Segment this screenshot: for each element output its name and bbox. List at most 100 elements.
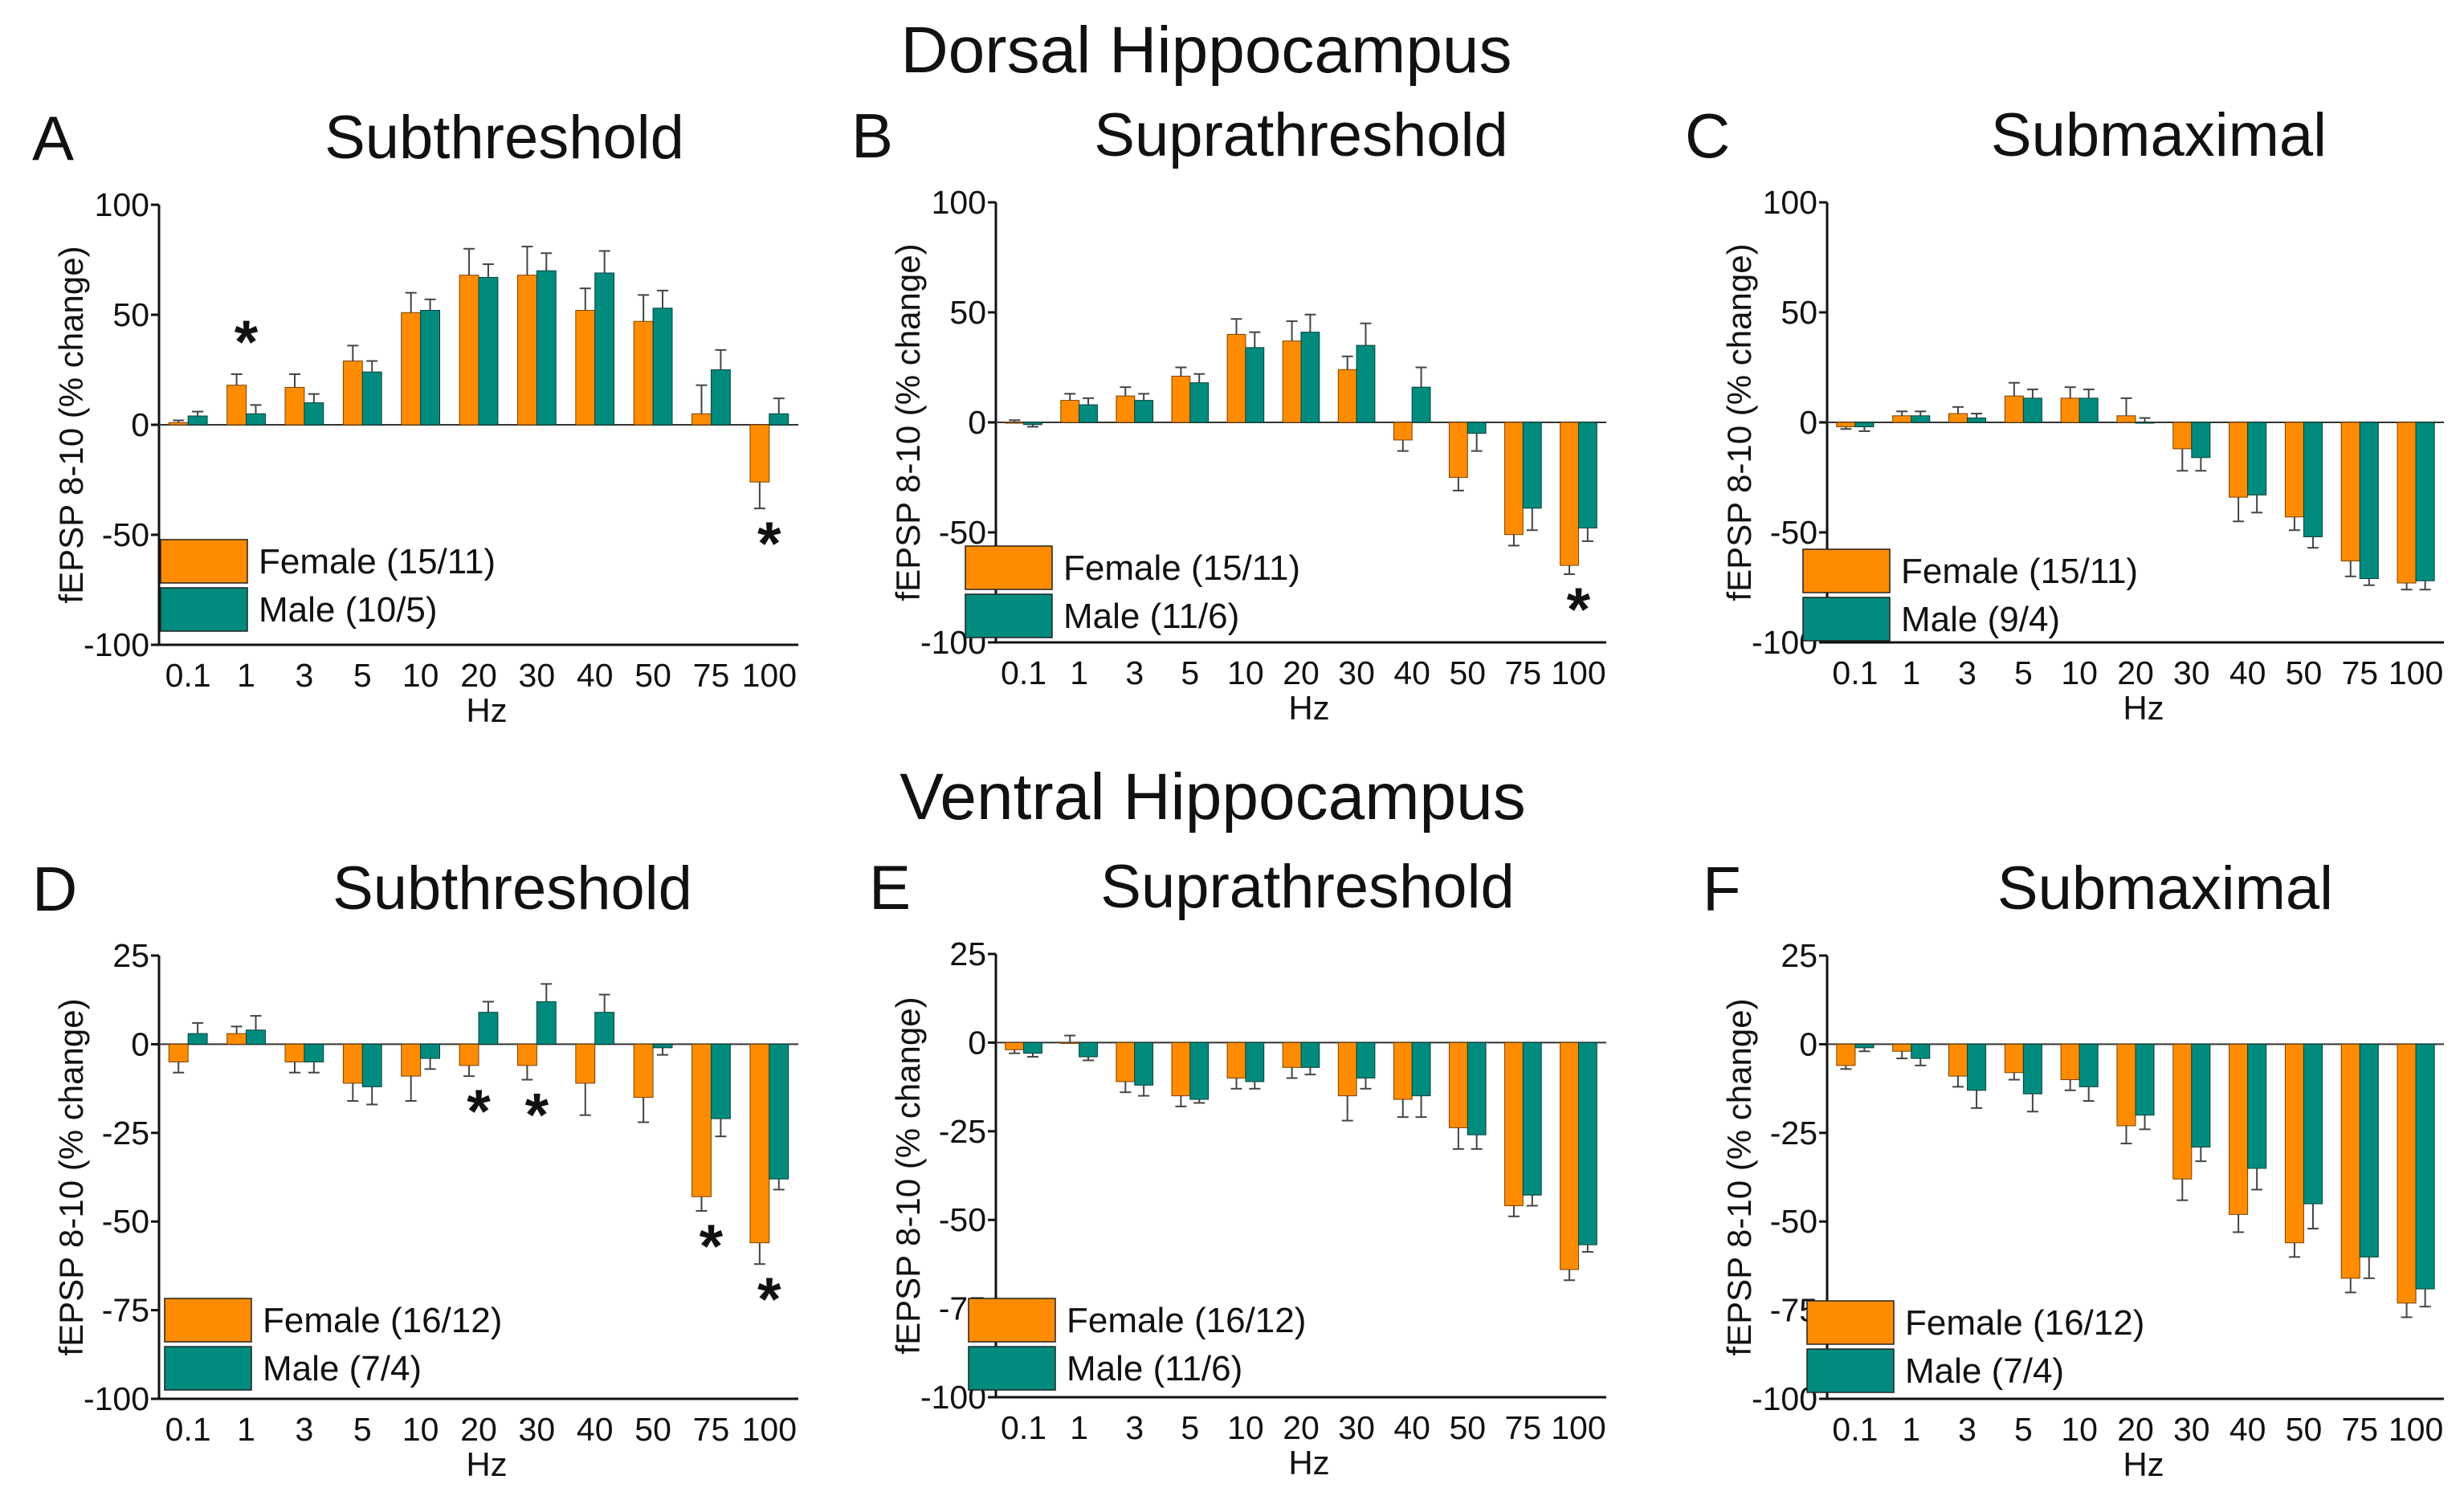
y-tick-label: -50 [1770, 514, 1817, 551]
legend-swatch-male [160, 587, 248, 632]
x-tick-label: 50 [1449, 1409, 1486, 1446]
y-axis-label: fEPSP 8-10 (% change) [889, 997, 927, 1354]
y-tick-label: 0 [131, 406, 149, 443]
x-tick-label: 5 [2014, 1411, 2033, 1448]
x-tick-label: 40 [2229, 1411, 2266, 1448]
bar-female [1282, 340, 1302, 423]
bar-male [2078, 1043, 2099, 1087]
bar-female [1337, 369, 1357, 423]
bar-male [1245, 347, 1265, 423]
legend-swatch-female [164, 1298, 252, 1343]
bar-male [594, 1012, 615, 1045]
bar-female [1393, 422, 1413, 441]
bar-female [2004, 1043, 2024, 1074]
x-tick-label: 0.1 [165, 1411, 211, 1448]
bar-female [1448, 422, 1468, 478]
bar-female [1116, 1041, 1136, 1082]
bar-male [304, 402, 324, 426]
x-tick-label: 10 [2061, 654, 2098, 691]
x-tick-label: 3 [1958, 1411, 1977, 1448]
x-tick-label: 40 [2229, 654, 2266, 691]
legend-label-female: Female (15/11) [1901, 552, 2138, 591]
bar-female [749, 424, 770, 483]
x-tick-label: 75 [2341, 654, 2378, 691]
bar-male [1467, 1041, 1487, 1135]
y-tick-label: 25 [112, 937, 149, 974]
bar-female [2116, 1043, 2136, 1127]
bar-male [1356, 344, 1376, 423]
y-tick-label: 50 [949, 294, 986, 331]
bar-female [2116, 415, 2136, 423]
bar-male [1911, 415, 1931, 423]
x-tick-label: 100 [742, 1411, 797, 1448]
bar-female [1892, 1043, 1912, 1052]
x-tick-label: 3 [1125, 654, 1144, 691]
bar-female [1171, 375, 1191, 423]
x-axis-label: Hz [466, 1445, 507, 1483]
x-tick-label: 1 [1070, 1409, 1088, 1446]
bar-female [2284, 422, 2304, 518]
bar-female [633, 1043, 654, 1099]
significance-star: * [757, 1266, 781, 1334]
bar-male [1411, 386, 1431, 423]
x-tick-label: 3 [1125, 1409, 1144, 1446]
bar-male [2078, 397, 2099, 423]
bar-male [1411, 1041, 1431, 1097]
x-tick-label: 100 [742, 657, 797, 694]
panel-title: Subthreshold [324, 104, 684, 172]
bar-male [1023, 422, 1042, 426]
bar-male [2359, 1043, 2379, 1257]
bar-male [1522, 422, 1542, 509]
bar-female [459, 1043, 479, 1066]
bar-male [361, 1043, 382, 1087]
bar-male [304, 1043, 324, 1062]
bar-male [652, 1043, 673, 1049]
bar-female [342, 361, 363, 426]
legend-swatch-female [1802, 548, 1891, 593]
bar-female [1560, 422, 1579, 566]
y-tick-label: -50 [102, 516, 149, 553]
bar-female [226, 1033, 247, 1045]
panel-letter: F [1703, 854, 1741, 924]
bar-female [691, 413, 712, 426]
bar-female [1504, 1041, 1524, 1207]
x-tick-label: 40 [1393, 654, 1430, 691]
x-tick-label: 30 [1338, 654, 1375, 691]
y-tick-label: -50 [1770, 1203, 1817, 1240]
x-tick-label: 3 [296, 1411, 314, 1448]
bar-female [2340, 422, 2360, 562]
legend-swatch-female [1806, 1300, 1895, 1345]
x-tick-label: 3 [1958, 654, 1977, 691]
x-tick-label: 30 [2173, 654, 2210, 691]
x-tick-label: 75 [693, 657, 730, 694]
bar-male [420, 310, 441, 426]
x-tick-label: 30 [1338, 1409, 1375, 1446]
x-axis-label: Hz [466, 691, 507, 729]
bar-female [2172, 422, 2193, 450]
y-tick-label: -100 [84, 626, 149, 663]
bar-male [710, 1043, 731, 1119]
bar-male [2135, 1043, 2155, 1116]
x-tick-label: 0.1 [1001, 654, 1046, 691]
ventral-section-title: Ventral Hippocampus [900, 760, 1525, 834]
bar-male [1967, 418, 1987, 423]
x-tick-label: 75 [1505, 654, 1542, 691]
x-tick-label: 5 [1181, 654, 1199, 691]
x-tick-label: 100 [2389, 654, 2443, 691]
x-tick-label: 75 [693, 1411, 730, 1448]
y-axis-label: fEPSP 8-10 (% change) [889, 243, 927, 601]
bar-male [478, 1012, 499, 1045]
bar-male [1300, 1041, 1320, 1068]
bar-female [401, 1043, 422, 1077]
x-tick-label: 5 [353, 657, 372, 694]
bar-female [168, 422, 189, 426]
y-tick-label: 0 [968, 1024, 986, 1061]
y-tick-label: -25 [102, 1115, 149, 1151]
legend-swatch-male [164, 1346, 252, 1391]
bar-female [2340, 1043, 2360, 1279]
legend-label-male: Male (7/4) [263, 1349, 422, 1388]
bar-male [1467, 422, 1487, 434]
x-tick-label: 3 [296, 657, 314, 694]
y-axis-label: fEPSP 8-10 (% change) [52, 998, 90, 1355]
